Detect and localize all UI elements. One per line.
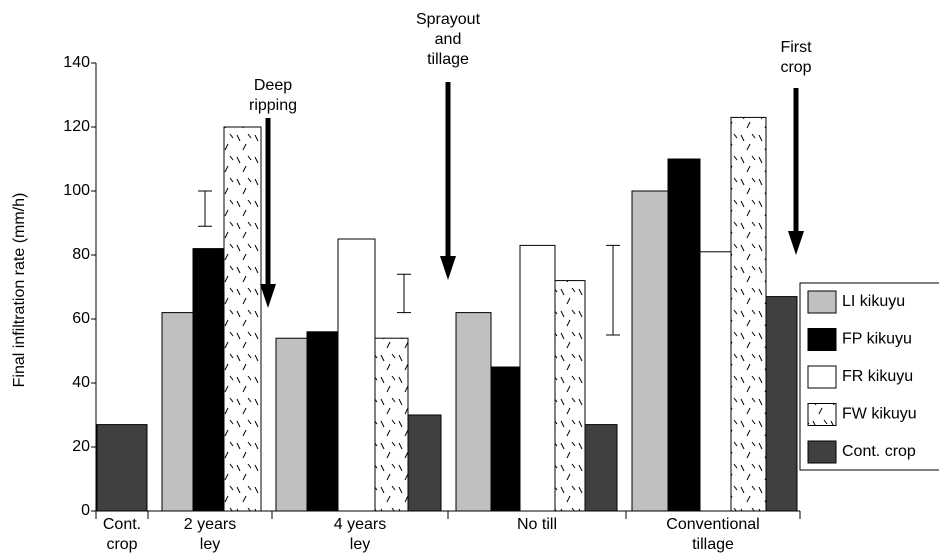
x-tick-label: 2 years ley (183, 516, 237, 553)
error-bar (198, 190, 212, 227)
bar (374, 337, 409, 512)
bar (306, 331, 339, 512)
x-tick-label: No till (516, 516, 558, 533)
bar (96, 424, 148, 512)
x-tick-label: Conventional tillage (666, 516, 760, 553)
bar (667, 158, 701, 512)
arrow-head (260, 284, 276, 308)
y-axis-label: Final infiltration rate (mm/h) (11, 193, 28, 388)
y-tick-label: 100 (63, 182, 90, 199)
legend-swatch (807, 365, 837, 389)
y-tick-label: 140 (63, 54, 90, 71)
error-bar (606, 244, 620, 336)
bar (765, 296, 798, 512)
legend-swatch (807, 290, 837, 314)
annotation: Sprayout and tillage (415, 11, 481, 68)
bar (631, 190, 669, 512)
x-tick-label: 4 years ley (333, 516, 387, 553)
bar (337, 238, 376, 512)
y-tick-label: 120 (63, 118, 90, 135)
y-tick-label: 40 (72, 374, 90, 391)
arrow-head (788, 231, 804, 255)
bar (192, 248, 225, 512)
bar (699, 251, 732, 512)
y-tick-label: 0 (81, 502, 90, 519)
arrow-head (440, 256, 456, 280)
y-tick-label: 20 (72, 438, 90, 455)
annotation: First crop (780, 39, 812, 76)
bar (584, 424, 618, 512)
bar (161, 312, 194, 512)
legend-swatch (807, 328, 837, 351)
y-tick-label: 80 (72, 246, 90, 263)
bar (730, 116, 767, 512)
legend-label: FR kikuyu (842, 368, 913, 385)
bar (455, 312, 492, 512)
y-tick-label: 60 (72, 310, 90, 327)
legend-swatch (807, 403, 837, 426)
annotation: Deep ripping (248, 77, 298, 114)
x-tick-label: Cont. crop (102, 516, 142, 553)
legend-label: FW kikuyu (842, 406, 917, 423)
bar (275, 337, 308, 512)
bar (554, 280, 586, 512)
bar (519, 244, 556, 512)
bar (490, 366, 521, 512)
legend-label: LI kikuyu (842, 293, 905, 310)
bar (407, 414, 442, 512)
bar (223, 126, 262, 512)
legend-swatch (807, 440, 837, 464)
error-bar (397, 273, 411, 314)
legend-label: FP kikuyu (842, 331, 912, 348)
legend-label: Cont. crop (842, 443, 916, 460)
